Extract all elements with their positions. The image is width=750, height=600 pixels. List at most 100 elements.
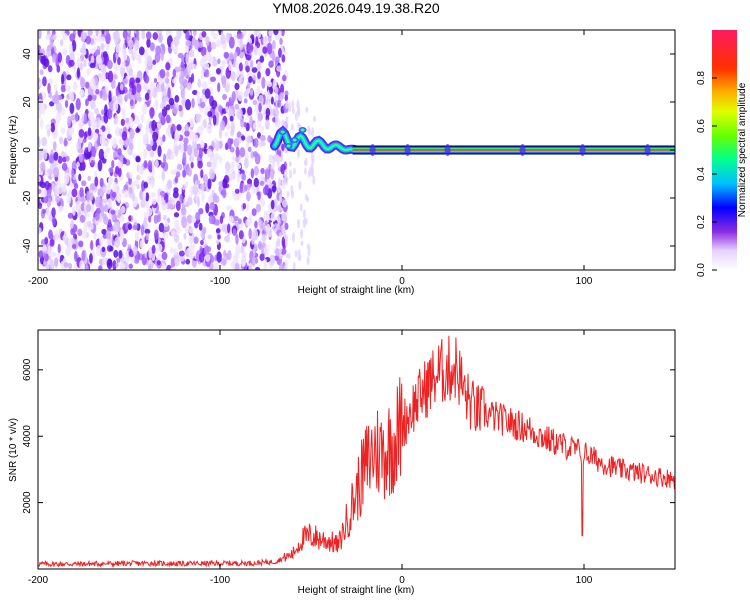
- heatmap-noise-cell: [60, 127, 66, 134]
- heatmap-noise-cell: [57, 52, 62, 63]
- heatmap-noise-cell: [200, 46, 207, 57]
- heatmap-noise-cell: [273, 30, 279, 36]
- heatmap-noise-cell: [188, 226, 194, 234]
- heatmap-noise-cell: [249, 59, 254, 69]
- heatmap-noise-cell: [118, 209, 122, 217]
- heatmap-noise-cell: [45, 34, 52, 41]
- heatmap-noise-cell: [268, 60, 274, 68]
- heatmap-noise-cell: [54, 257, 59, 268]
- heatmap-noise-cell: [146, 55, 153, 67]
- heatmap-noise-cell: [170, 257, 176, 269]
- heatmap-noise-cell: [256, 84, 261, 94]
- heatmap-noise-cell: [200, 139, 205, 149]
- heatmap-noise-cell: [159, 69, 166, 79]
- snr-xtick-label: -100: [210, 575, 230, 586]
- heatmap-noise-cell: [114, 236, 121, 248]
- heatmap-noise-cell: [39, 101, 45, 113]
- heatmap-noise-cell: [116, 94, 123, 104]
- heatmap-noise-cell: [75, 200, 81, 210]
- heatmap-noise-cell: [286, 190, 290, 198]
- heatmap-noise-cell: [88, 192, 94, 201]
- heatmap-noise-cell: [178, 250, 185, 257]
- heatmap-noise-cell: [220, 60, 225, 70]
- heatmap-noise-cell: [267, 35, 272, 43]
- heatmap-noise-cell: [144, 228, 151, 235]
- heatmap-noise-cell: [81, 180, 87, 187]
- heatmap-noise-cell: [183, 68, 188, 77]
- heatmap-noise-cell: [248, 262, 253, 270]
- heatmap-noise-cell: [281, 177, 286, 189]
- heatmap-noise-cell: [132, 224, 138, 231]
- heatmap-noise-cell: [213, 153, 220, 161]
- heatmap-noise-cell: [238, 76, 243, 84]
- heatmap-noise-cell: [73, 81, 78, 91]
- heatmap-noise-cell: [311, 127, 315, 137]
- heatmap-noise-cell: [151, 192, 156, 198]
- heatmap-noise-cell: [113, 63, 120, 72]
- heatmap-noise-cell: [236, 108, 243, 120]
- heatmap-noise-cell: [161, 106, 168, 117]
- heatmap-noise-cell: [116, 257, 121, 263]
- heatmap-noise-cell: [51, 182, 55, 191]
- heatmap-noise-cell: [41, 136, 48, 147]
- heatmap-noise-cell: [257, 218, 262, 227]
- heatmap-noise-cell: [105, 42, 110, 50]
- heatmap-noise-cell: [207, 195, 214, 204]
- heatmap-noise-cell: [122, 157, 127, 165]
- heatmap-noise-cell: [217, 58, 221, 65]
- heatmap-noise-cell: [278, 247, 282, 255]
- heatmap-noise-cell: [265, 98, 271, 104]
- heatmap-noise-cell: [38, 111, 42, 120]
- heatmap-noise-cell: [226, 223, 231, 234]
- heatmap-noise-cell: [196, 179, 201, 185]
- heatmap-noise-cell: [143, 217, 148, 228]
- signal-bump: [519, 144, 526, 156]
- heatmap-noise-cell: [269, 86, 274, 95]
- heatmap-noise-cell: [254, 257, 258, 264]
- heatmap-noise-cell: [39, 81, 43, 88]
- heatmap-noise-cell: [238, 62, 243, 72]
- heatmap-noise-cell: [254, 153, 261, 165]
- heatmap-noise-cell: [117, 147, 122, 156]
- heatmap-noise-cell: [79, 89, 85, 97]
- heatmap-noise-cell: [80, 196, 87, 203]
- heatmap-noise-cell: [277, 242, 281, 248]
- heatmap-noise-cell: [242, 107, 246, 115]
- heatmap-noise-cell: [89, 183, 96, 191]
- heatmap-noise-cell: [234, 262, 240, 270]
- heatmap-noise-cell: [159, 190, 166, 197]
- snr-frame: [37, 329, 676, 570]
- heatmap-noise-cell: [187, 167, 192, 177]
- heatmap-noise-cell: [160, 162, 165, 169]
- heatmap-noise-cell: [222, 187, 227, 199]
- heatmap-noise-cell: [260, 126, 265, 132]
- heatmap-noise-cell: [145, 31, 152, 40]
- heatmap-noise-cell: [185, 30, 190, 41]
- heatmap-noise-cell: [174, 254, 180, 267]
- heatmap-noise-cell: [53, 151, 59, 161]
- heatmap-noise-cell: [222, 93, 227, 101]
- heatmap-noise-cell: [304, 157, 308, 167]
- heatmap-noise-cell: [170, 266, 177, 270]
- heatmap-noise-cell: [284, 90, 289, 97]
- heatmap-noise-cell: [90, 77, 96, 90]
- heatmap-noise-cell: [99, 128, 103, 136]
- heatmap-noise-cell: [170, 246, 174, 255]
- heatmap-noise-cell: [246, 178, 252, 185]
- heatmap-noise-cell: [72, 205, 76, 216]
- heatmap-noise-cell: [173, 35, 180, 47]
- heatmap-noise-cell: [265, 119, 270, 130]
- heatmap-noise-cell: [252, 122, 257, 130]
- heatmap-noise-cell: [260, 167, 265, 175]
- heatmap-noise-cell: [38, 162, 41, 169]
- heatmap-noise-cell: [132, 245, 138, 256]
- heatmap-noise-cell: [49, 258, 55, 270]
- colorbar-tick-label: 0.8: [696, 71, 707, 85]
- heatmap-noise-cell: [266, 223, 271, 232]
- heatmap-noise-cell: [206, 161, 213, 168]
- heatmap-noise-cell: [44, 237, 49, 245]
- heatmap-noise-cell: [107, 70, 114, 83]
- heatmap-noise-cell: [210, 41, 217, 50]
- colorbar-tick-label: 0.0: [696, 263, 707, 277]
- heatmap-noise-cell: [195, 113, 202, 119]
